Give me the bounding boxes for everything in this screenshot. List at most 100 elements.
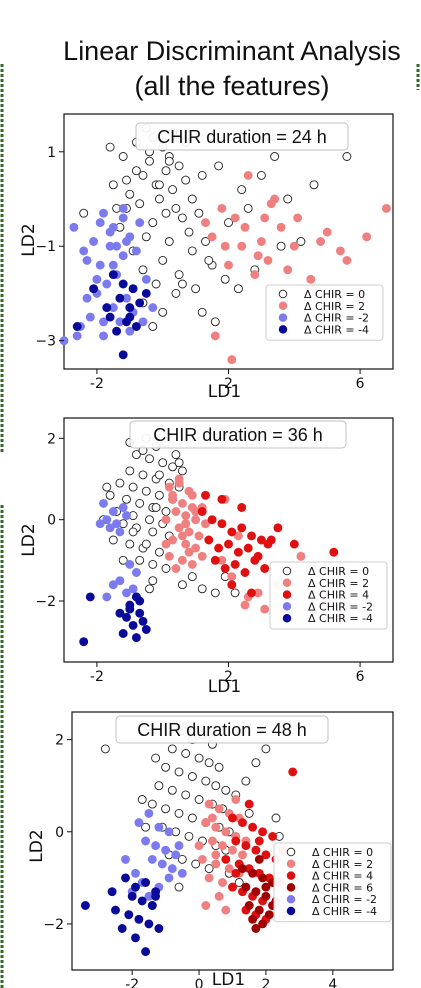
data-point — [121, 854, 130, 864]
data-point — [211, 850, 221, 860]
data-point — [138, 616, 148, 626]
duration-label: CHIR duration = 24 h — [157, 127, 327, 147]
data-point — [270, 152, 280, 161]
data-point — [181, 519, 191, 529]
data-point — [254, 836, 264, 846]
data-point — [125, 189, 135, 199]
data-point — [168, 462, 178, 472]
data-point — [271, 813, 281, 823]
legend-marker — [282, 613, 292, 623]
data-point — [187, 246, 197, 256]
data-point — [224, 260, 233, 270]
data-point — [99, 208, 108, 218]
y-tick-label: 2 — [47, 431, 56, 447]
data-point — [145, 584, 154, 594]
data-point — [261, 850, 271, 860]
data-point — [238, 864, 247, 874]
data-point — [204, 799, 214, 809]
data-point — [161, 515, 171, 525]
data-point — [118, 203, 128, 213]
data-point — [248, 914, 258, 924]
duration-box — [129, 420, 347, 449]
data-point — [79, 246, 89, 256]
data-point — [244, 808, 254, 818]
data-point — [187, 490, 197, 500]
data-point — [181, 539, 191, 549]
data-point — [276, 241, 286, 251]
data-point — [118, 503, 128, 512]
data-point — [128, 620, 138, 630]
data-point — [224, 218, 233, 228]
data-point — [258, 919, 268, 929]
data-point — [158, 307, 168, 317]
data-point — [214, 543, 224, 553]
data-point — [95, 260, 105, 270]
data-point — [131, 246, 141, 256]
data-point — [82, 293, 92, 303]
data-point — [194, 795, 204, 804]
data-point — [72, 331, 82, 341]
data-point — [197, 584, 207, 594]
y-tick-label: 2 — [55, 733, 64, 749]
data-point — [125, 312, 135, 322]
data-point — [244, 799, 254, 809]
data-point — [85, 592, 95, 602]
data-point — [89, 284, 99, 294]
data-point — [151, 503, 161, 512]
data-point — [240, 222, 250, 232]
data-point — [238, 818, 247, 828]
legend-label: Δ CHIR = 4 — [312, 870, 373, 883]
data-point — [201, 818, 211, 828]
data-point — [197, 170, 207, 180]
data-point — [241, 841, 251, 851]
data-point — [227, 580, 237, 590]
data-point — [201, 237, 210, 246]
data-point — [105, 312, 115, 322]
data-point — [171, 850, 181, 860]
data-point — [115, 608, 125, 618]
data-point — [266, 535, 276, 545]
data-point — [204, 255, 214, 265]
data-point — [248, 868, 258, 878]
data-point — [289, 241, 299, 251]
data-point — [191, 859, 201, 869]
data-point — [135, 218, 145, 228]
data-point — [168, 535, 178, 545]
data-point — [253, 251, 263, 261]
data-point — [131, 933, 140, 943]
data-point — [108, 507, 118, 516]
data-point — [214, 161, 224, 171]
x-axis-label: LD1 — [212, 970, 245, 988]
data-point — [125, 326, 135, 336]
data-point — [112, 241, 122, 251]
data-point — [102, 515, 112, 525]
data-point — [306, 274, 316, 284]
data-point — [230, 588, 240, 598]
data-point — [134, 914, 144, 924]
y-tick-label: 0 — [47, 513, 56, 529]
data-point — [187, 194, 197, 204]
data-point — [251, 758, 261, 768]
data-point — [69, 222, 79, 232]
data-point — [260, 604, 270, 614]
data-point — [141, 878, 151, 887]
legend-label: Δ CHIR = 2 — [312, 858, 373, 871]
x-tick-label: 2 — [224, 376, 233, 392]
data-point — [251, 924, 261, 933]
data-point — [211, 859, 221, 869]
data-point — [381, 203, 391, 213]
data-point — [167, 864, 177, 874]
data-point — [99, 331, 108, 341]
data-point — [177, 498, 187, 508]
data-point — [268, 831, 278, 841]
data-point — [102, 592, 112, 602]
data-point — [131, 868, 140, 878]
data-point — [244, 901, 254, 910]
data-point — [266, 199, 276, 209]
data-point — [174, 523, 184, 533]
legend-marker — [286, 871, 296, 880]
legend-label: Δ CHIR = 6 — [312, 881, 373, 894]
data-point — [125, 303, 135, 313]
data-point — [194, 531, 204, 541]
data-point — [191, 284, 201, 294]
